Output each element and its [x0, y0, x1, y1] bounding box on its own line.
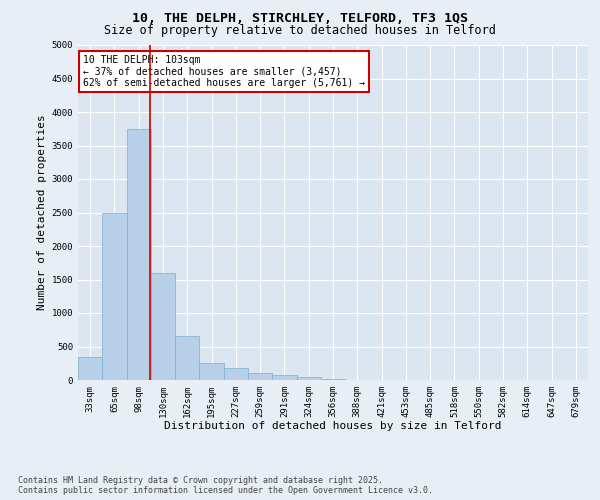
- Bar: [224, 368, 248, 380]
- Text: Contains HM Land Registry data © Crown copyright and database right 2025.
Contai: Contains HM Land Registry data © Crown c…: [18, 476, 433, 495]
- Bar: [296, 376, 321, 380]
- Bar: [248, 374, 272, 380]
- Bar: [175, 336, 199, 380]
- Bar: [127, 128, 151, 380]
- X-axis label: Distribution of detached houses by size in Telford: Distribution of detached houses by size …: [164, 422, 502, 432]
- Text: Size of property relative to detached houses in Telford: Size of property relative to detached ho…: [104, 24, 496, 37]
- Bar: [151, 273, 175, 380]
- Bar: [199, 363, 224, 380]
- Bar: [272, 375, 296, 380]
- Bar: [78, 356, 102, 380]
- Bar: [102, 212, 127, 380]
- Y-axis label: Number of detached properties: Number of detached properties: [37, 114, 47, 310]
- Text: 10, THE DELPH, STIRCHLEY, TELFORD, TF3 1QS: 10, THE DELPH, STIRCHLEY, TELFORD, TF3 1…: [132, 12, 468, 26]
- Text: 10 THE DELPH: 103sqm
← 37% of detached houses are smaller (3,457)
62% of semi-de: 10 THE DELPH: 103sqm ← 37% of detached h…: [83, 55, 365, 88]
